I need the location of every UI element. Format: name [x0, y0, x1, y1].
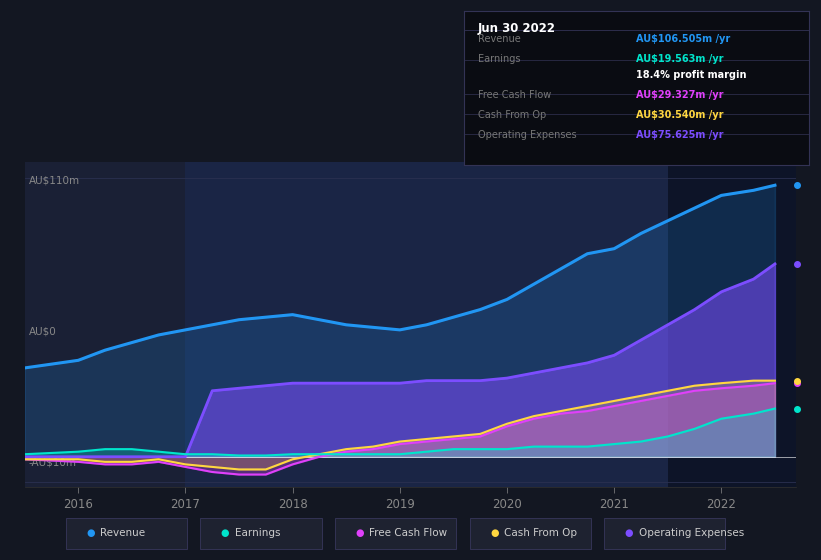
Text: Free Cash Flow: Free Cash Flow: [478, 90, 551, 100]
Text: AU$75.625m /yr: AU$75.625m /yr: [636, 130, 724, 140]
Bar: [25, 162, 186, 487]
Text: AU$29.327m /yr: AU$29.327m /yr: [636, 90, 724, 100]
Text: Cash From Op: Cash From Op: [504, 528, 577, 538]
Text: -AU$10m: -AU$10m: [29, 458, 76, 468]
Text: 18.4% profit margin: 18.4% profit margin: [636, 70, 747, 80]
Text: Earnings: Earnings: [478, 54, 521, 64]
Bar: [667, 162, 796, 487]
Text: ●: ●: [625, 528, 633, 538]
Text: ●: ●: [221, 528, 229, 538]
Text: Revenue: Revenue: [100, 528, 145, 538]
Text: AU$110m: AU$110m: [29, 175, 80, 185]
Text: AU$30.540m /yr: AU$30.540m /yr: [636, 110, 724, 120]
Bar: [186, 162, 667, 487]
Text: AU$106.505m /yr: AU$106.505m /yr: [636, 34, 731, 44]
Text: ●: ●: [86, 528, 94, 538]
Text: AU$19.563m /yr: AU$19.563m /yr: [636, 54, 724, 64]
Text: Earnings: Earnings: [235, 528, 280, 538]
Text: AU$0: AU$0: [29, 326, 57, 337]
Text: ●: ●: [355, 528, 364, 538]
Text: Revenue: Revenue: [478, 34, 521, 44]
Text: Operating Expenses: Operating Expenses: [478, 130, 576, 140]
Text: Free Cash Flow: Free Cash Flow: [369, 528, 447, 538]
Text: Jun 30 2022: Jun 30 2022: [478, 22, 556, 35]
Text: Cash From Op: Cash From Op: [478, 110, 546, 120]
Text: Operating Expenses: Operating Expenses: [639, 528, 744, 538]
Text: ●: ●: [490, 528, 498, 538]
